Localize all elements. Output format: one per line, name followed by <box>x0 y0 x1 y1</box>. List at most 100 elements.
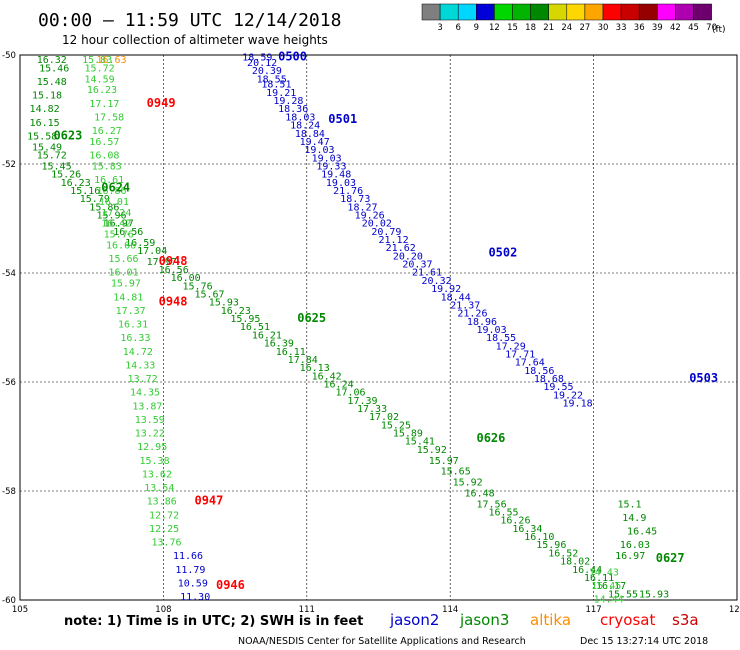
color-scale-label: 36 <box>634 23 645 33</box>
data-point-jason3-light: 14.59 <box>85 74 115 85</box>
pass-time-label: 0947 <box>194 494 223 508</box>
data-point-jason3-light: 13.22 <box>135 429 165 440</box>
color-scale-label: 9 <box>474 23 479 33</box>
footer-timestamp: Dec 15 13:27:14 UTC 2018 <box>580 636 708 647</box>
data-point-jason3: 15.92 <box>417 445 447 456</box>
color-scale-swatch <box>421 3 441 21</box>
data-point-jason3: 14.82 <box>30 104 60 115</box>
data-point-jason3: 14.9 <box>622 513 646 524</box>
data-point-jason2: 19.55 <box>543 382 573 393</box>
data-point-jason3-light: 17.58 <box>94 112 124 123</box>
data-point-jason3: 16.24 <box>324 379 354 390</box>
data-point-jason3-light: 13.59 <box>135 415 165 426</box>
data-point-jason3: 15.96 <box>536 540 566 551</box>
color-scale-swatch <box>457 3 477 21</box>
data-point-jason3: 15.58 <box>27 131 57 142</box>
data-point-jason2: 18.27 <box>347 202 377 213</box>
data-point-jason2: 17.71 <box>505 349 535 360</box>
wave-height-points: 18.5920.1220.3918.5518.5119.2119.2818.36… <box>27 52 669 605</box>
x-tick-label: 120 <box>729 605 740 615</box>
data-point-jason2: 17.29 <box>496 341 526 352</box>
data-point-jason3: 15.65 <box>441 467 471 478</box>
data-point-jason2: 20.39 <box>252 66 282 77</box>
color-scale-swatch <box>439 3 459 21</box>
data-point-jason3: 16.11 <box>584 573 614 584</box>
data-point-jason3-light: 16.01 <box>108 268 138 279</box>
pass-time-label: 0948 <box>159 295 188 309</box>
data-point-jason3: 15.93 <box>209 298 239 309</box>
data-point-jason3: 15.72 <box>37 151 67 162</box>
data-point-jason3-light: 16.86 <box>96 186 126 197</box>
legend-item-cryosat: cryosat <box>600 611 655 629</box>
data-point-jason2: 19.03 <box>476 325 506 336</box>
x-tick-labels: 105 108 111 114 117 120 <box>12 605 740 615</box>
data-point-jason3-light: 16.08 <box>89 151 119 162</box>
pass-time-label: 0625 <box>297 311 326 325</box>
grid-lines <box>20 55 737 600</box>
y-tick-label: -50 <box>2 51 16 61</box>
pass-time-label: 0500 <box>278 49 307 63</box>
data-point-jason3-light: 13.87 <box>132 401 162 412</box>
data-point-jason2: 18.55 <box>257 74 287 85</box>
color-scale-swatch <box>476 3 495 21</box>
data-point-jason3-light: 14.43 <box>589 567 619 578</box>
data-point-jason2: 20.79 <box>371 227 401 238</box>
pass-time-label: 0948 <box>159 254 188 268</box>
data-point-jason2: 21.12 <box>379 235 409 246</box>
data-point-jason3-light: 13.86 <box>147 497 177 508</box>
data-point-jason3-light: 16.66 <box>106 240 136 251</box>
data-point-jason3: 17.04 <box>137 246 167 257</box>
chart-title: 00:00 – 11:59 UTC 12/14/2018 <box>38 10 341 31</box>
color-scale-swatch <box>657 3 676 21</box>
x-tick-label: 111 <box>299 605 315 615</box>
data-point-jason2: 17.64 <box>515 358 545 369</box>
data-point-jason3-light: 15.38 <box>140 456 170 467</box>
data-point-jason3: 17.02 <box>369 412 399 423</box>
y-tick-label: -52 <box>2 160 16 170</box>
data-point-jason3: 16.44 <box>572 565 602 576</box>
pass-time-label: 0503 <box>689 371 718 385</box>
x-tick-label: 108 <box>155 605 171 615</box>
data-point-jason3: 15.76 <box>183 281 213 292</box>
data-point-jason3: 15.26 <box>51 170 81 181</box>
data-point-jason3: 16.51 <box>240 322 270 333</box>
pass-time-label: 0502 <box>488 246 517 260</box>
data-point-jason3: 17.06 <box>335 388 365 399</box>
data-point-jason2: 18.56 <box>524 366 554 377</box>
data-point-jason3: 15.46 <box>39 63 69 74</box>
data-point-jason2: 20.37 <box>402 260 432 271</box>
data-point-cryosat: 11.66 <box>173 551 203 562</box>
data-point-jason3-light: 16.61 <box>94 175 124 186</box>
data-point-jason3: 16.39 <box>264 339 294 350</box>
color-scale-swatch <box>494 3 513 21</box>
data-point-jason3-light: 14.44 <box>594 595 624 606</box>
data-point-jason3-light: 12.25 <box>149 524 179 535</box>
data-point-jason2: 19.03 <box>312 153 342 164</box>
data-point-cryosat: 10.59 <box>178 578 208 589</box>
plot-frame <box>19 54 738 601</box>
data-point-jason3: 15.25 <box>381 420 411 431</box>
color-scale-label: 42 <box>670 23 681 33</box>
data-point-jason3: 16.34 <box>512 524 542 535</box>
color-scale: 3 6 9 12 15 18 21 24 27 30 33 36 39 42 45 70 <box>421 3 717 33</box>
data-point-jason3: 16.45 <box>627 527 657 538</box>
color-scale-label: 18 <box>525 23 536 33</box>
data-point-jason2: 20.32 <box>422 276 452 287</box>
data-point-jason3-light: 16.42 <box>101 219 131 230</box>
color-scale-label: 24 <box>561 23 572 33</box>
data-point-jason3: 16.97 <box>615 551 645 562</box>
color-scale-swatch <box>638 3 658 21</box>
color-scale-label: 12 <box>489 23 500 33</box>
data-point-jason3: 16.23 <box>221 306 251 317</box>
data-point-jason2: 21.26 <box>457 309 487 320</box>
data-point-jason3-light: 14.33 <box>125 360 155 371</box>
color-scale-label: 21 <box>543 23 554 33</box>
data-point-jason3: 16.56 <box>113 227 143 238</box>
pass-time-label: 0946 <box>216 578 245 592</box>
color-scale-swatch <box>620 3 640 21</box>
data-point-jason3: 16.52 <box>548 548 578 559</box>
data-point-jason3: 17.56 <box>476 499 506 510</box>
legend-item-jason2: jason2 <box>389 611 439 629</box>
color-scale-swatch <box>584 3 604 21</box>
data-point-jason3: 15.45 <box>42 161 72 172</box>
